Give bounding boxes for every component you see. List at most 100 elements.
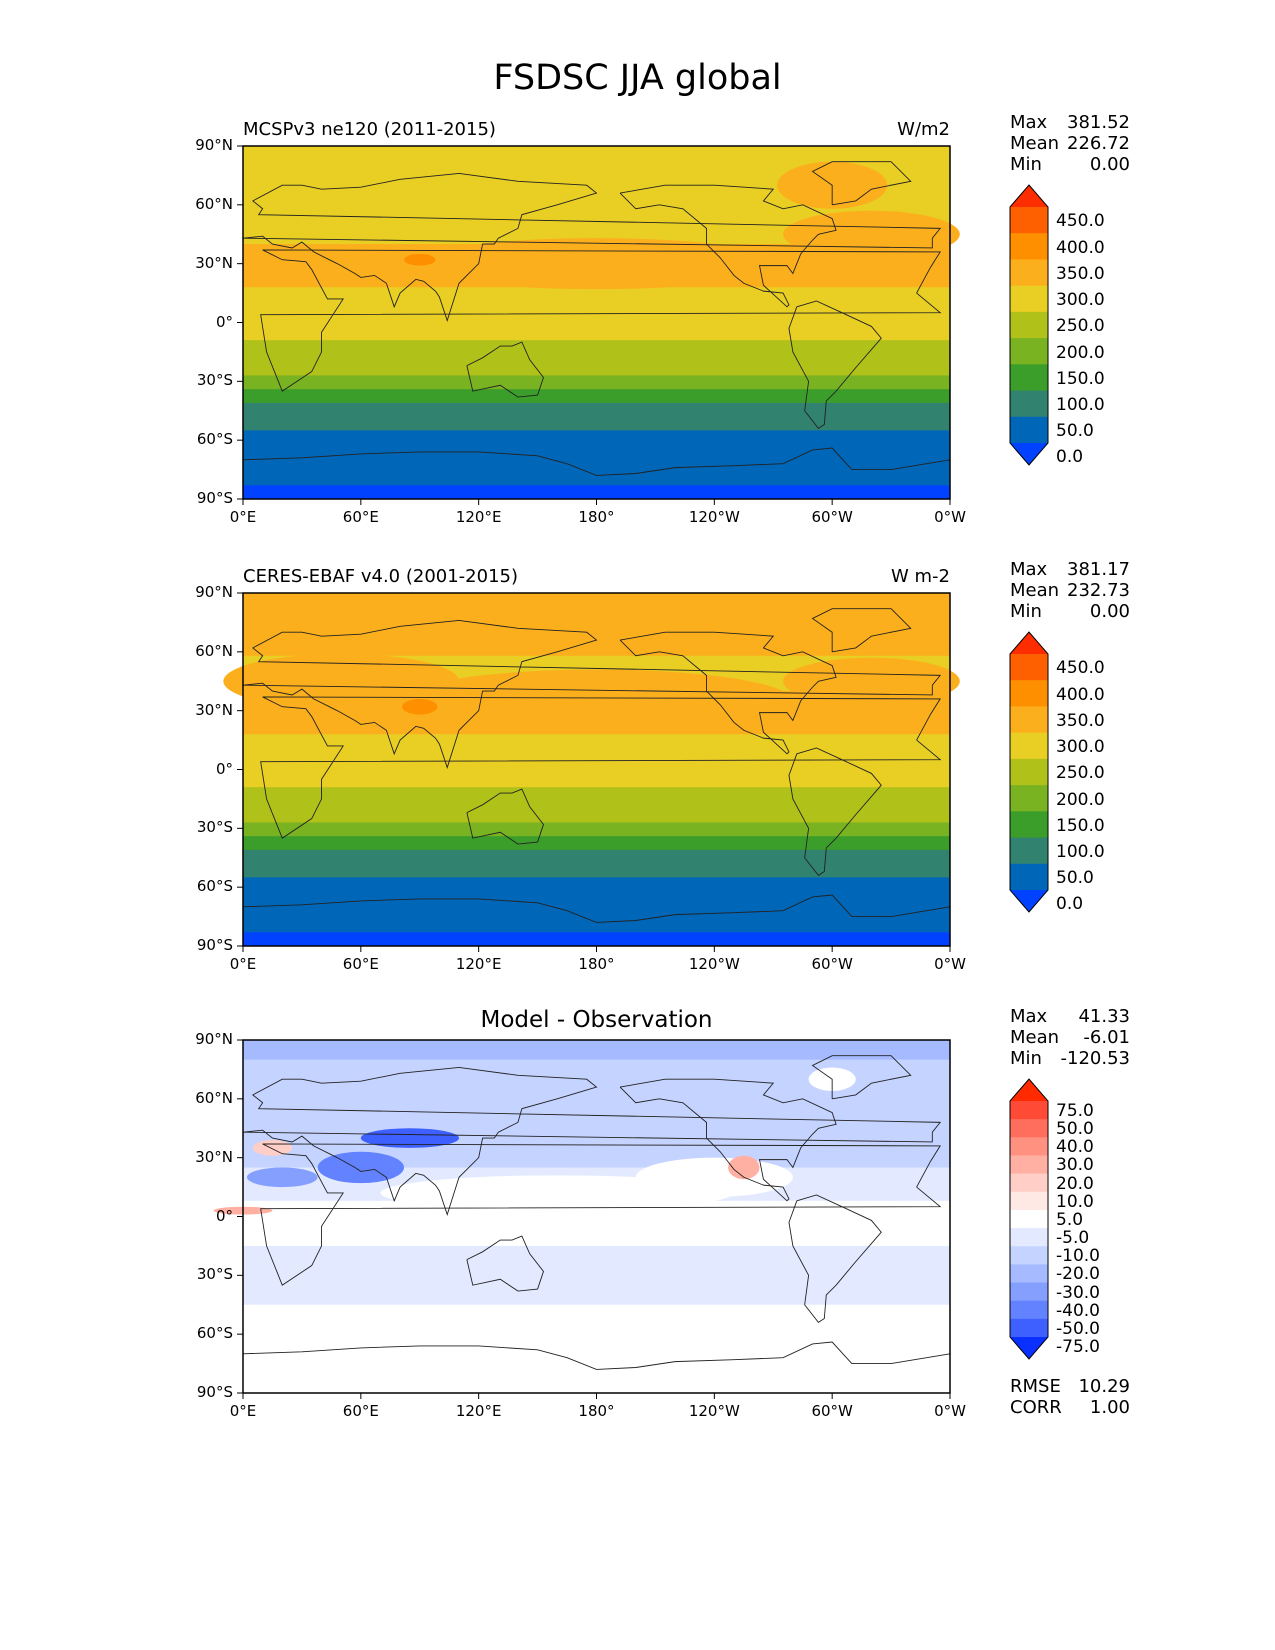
colorbar-label: -5.0 (1056, 1228, 1090, 1249)
map-anomaly-patch (223, 653, 460, 709)
map-band (243, 340, 950, 376)
lon-tick-label: 60°W (811, 1402, 853, 1420)
panel-units-label: W m-2 (890, 566, 950, 587)
stat-key-mean: Mean (1010, 580, 1060, 601)
lon-tick-label: 120°E (455, 508, 502, 526)
colorbar-label: 150.0 (1056, 815, 1105, 836)
map-anomaly-patch (360, 1128, 460, 1148)
figure-title: FSDSC JJA global (493, 58, 782, 98)
map-band (243, 787, 950, 823)
map-panel-3 (213, 1039, 951, 1394)
colorbar-label: -10.0 (1056, 1246, 1100, 1267)
colorbar-label: 350.0 (1056, 710, 1105, 731)
coastline (242, 447, 951, 476)
footer-stat-key-corr: CORR (1010, 1397, 1062, 1418)
lon-tick-label: 60°E (342, 955, 379, 973)
map-band (243, 822, 950, 837)
stat-key-mean: Mean (1010, 133, 1060, 154)
colorbar-segment (1010, 416, 1048, 444)
lat-tick-label: 60°N (195, 194, 233, 213)
colorbar-label: 30.0 (1056, 1155, 1094, 1176)
colorbar-label: 400.0 (1056, 684, 1105, 705)
colorbar-top-extend (1010, 1079, 1048, 1101)
colorbar-label: 5.0 (1056, 1209, 1084, 1230)
map-band (243, 836, 950, 851)
map-band (243, 734, 950, 765)
colorbar-segment (1010, 1264, 1048, 1284)
map-band (243, 593, 950, 657)
lat-tick-label: 90°S (196, 936, 233, 954)
colorbar-label: 100.0 (1056, 394, 1105, 415)
colorbar-label: -20.0 (1056, 1264, 1100, 1285)
colorbar-label: 400.0 (1056, 237, 1105, 258)
colorbar-segment (1010, 1246, 1048, 1265)
stat-key-max: Max (1010, 559, 1048, 580)
colorbar-segment (1010, 390, 1048, 418)
lat-tick-label: 30°S (196, 371, 233, 390)
colorbar-label: -30.0 (1056, 1282, 1100, 1303)
lat-tick-label: 90°S (196, 1383, 233, 1401)
map-anomaly-patch (246, 1167, 318, 1188)
colorbar-label: -50.0 (1056, 1318, 1100, 1339)
lat-tick-label: 0° (215, 759, 233, 778)
lon-tick-label: 0°W (934, 1402, 966, 1420)
stat-value-min: 0.00 (1089, 154, 1130, 175)
colorbar (1009, 184, 1049, 466)
colorbar-segment (1010, 1119, 1048, 1138)
colorbar-label: 75.0 (1056, 1100, 1094, 1121)
coastline (619, 631, 837, 755)
colorbar-bottom-extend (1010, 443, 1048, 465)
map-anomaly-patch (402, 698, 438, 715)
colorbar-label: 0.0 (1056, 894, 1084, 915)
footer-stat-key-rmse: RMSE (1010, 1376, 1061, 1397)
coastline (242, 173, 942, 322)
coastline (619, 184, 837, 308)
colorbar-label: 0.0 (1056, 447, 1084, 468)
coastline (242, 1341, 951, 1370)
coastline (242, 620, 942, 769)
coastline (811, 1055, 912, 1100)
map-anomaly-patch (404, 253, 436, 266)
lon-tick-label: 120°W (688, 1402, 740, 1420)
stat-value-max: 381.17 (1067, 559, 1130, 580)
stat-key-max: Max (1010, 112, 1048, 133)
lat-tick-label: 60°S (196, 1324, 233, 1343)
stat-value-mean: -6.01 (1083, 1027, 1130, 1048)
colorbar-top-extend (1010, 185, 1048, 207)
map-anomaly-patch (635, 1157, 793, 1197)
lat-tick-label: 90°N (195, 136, 233, 154)
lon-tick-label: 120°W (688, 508, 740, 526)
colorbar-segment (1010, 732, 1048, 760)
coastline (466, 788, 544, 845)
colorbar-segment (1010, 285, 1048, 313)
colorbar-segment (1010, 311, 1048, 339)
colorbar-segment (1010, 207, 1048, 234)
colorbar-segment (1010, 1155, 1048, 1175)
lon-tick-label: 120°E (455, 1402, 502, 1420)
map-band (243, 877, 950, 933)
stat-key-min: Min (1010, 1048, 1042, 1069)
lon-tick-label: 60°E (342, 1402, 379, 1420)
lat-tick-label: 0° (215, 1206, 233, 1225)
coastline (788, 747, 882, 877)
colorbar-label: 450.0 (1056, 658, 1105, 679)
lat-tick-label: 90°N (195, 583, 233, 601)
lat-tick-label: 0° (215, 312, 233, 331)
lat-tick-label: 30°N (195, 700, 233, 719)
lat-tick-label: 30°N (195, 1147, 233, 1166)
coastline (619, 1078, 837, 1202)
lon-tick-label: 0°E (229, 508, 257, 526)
coastline (811, 608, 912, 653)
lon-tick-label: 0°W (934, 508, 966, 526)
colorbar-segment (1010, 863, 1048, 891)
panel-center-title: Model - Observation (480, 1007, 713, 1033)
colorbar-segment (1010, 1173, 1048, 1193)
map-band (243, 485, 950, 500)
stat-value-max: 381.52 (1067, 112, 1130, 133)
colorbar-segment (1010, 1209, 1048, 1229)
coastline (466, 1235, 544, 1292)
coastline (466, 341, 544, 398)
colorbar-segment (1010, 1282, 1048, 1302)
map-band (243, 375, 950, 390)
lon-tick-label: 0°E (229, 1402, 257, 1420)
